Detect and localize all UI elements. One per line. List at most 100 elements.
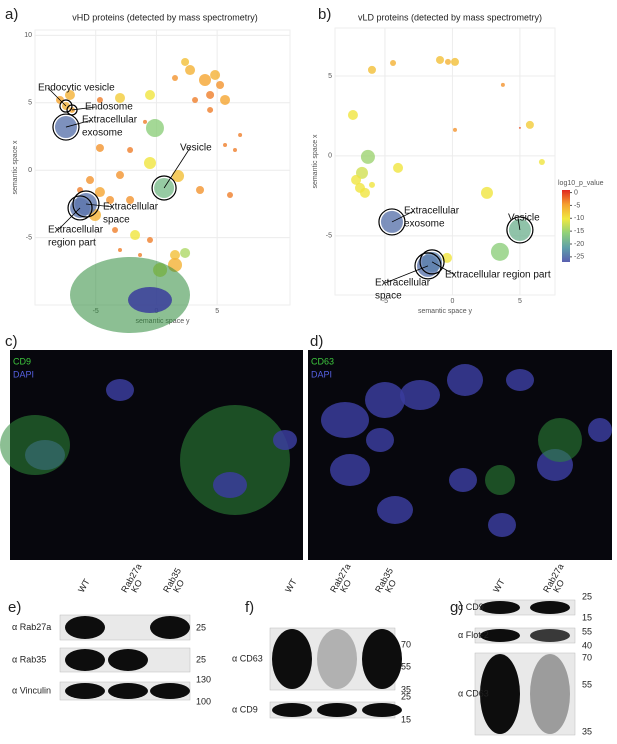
- nucleus: [366, 428, 394, 452]
- mw-marker: 40: [582, 640, 592, 650]
- highlight-ring: [67, 195, 93, 221]
- mw-marker: 100: [196, 696, 211, 706]
- annotation: Vesicle: [180, 143, 212, 154]
- point: [192, 96, 199, 103]
- band: [362, 703, 402, 717]
- nucleus: [400, 380, 440, 410]
- point: [367, 65, 376, 74]
- y-tick-label: 5: [328, 73, 332, 80]
- point: [146, 237, 153, 244]
- point: [96, 96, 103, 103]
- point: [227, 192, 234, 198]
- lane-label: WT: [491, 577, 507, 595]
- point: [118, 248, 122, 252]
- highlight-ring: [52, 113, 80, 141]
- antibody-label: α CD63: [232, 653, 263, 663]
- point: [143, 119, 148, 124]
- colorbar-label: -20: [574, 241, 584, 248]
- band: [480, 601, 520, 614]
- colorbar-label: -5: [574, 202, 580, 209]
- channel-label: DAPI: [13, 369, 34, 379]
- annotation: Endosome: [85, 102, 133, 113]
- nucleus: [273, 430, 297, 450]
- point: [199, 74, 211, 87]
- colorbar-label: -15: [574, 228, 584, 235]
- mw-marker: 70: [401, 639, 411, 649]
- point: [390, 60, 397, 67]
- x-axis-label: semantic space y: [418, 308, 473, 315]
- point: [95, 143, 104, 152]
- leader-line: [391, 210, 415, 223]
- annotation: Extracellular: [48, 225, 104, 236]
- antibody-label: α CD63: [458, 688, 489, 698]
- point: [180, 247, 191, 258]
- point: [138, 252, 143, 257]
- nucleus: [506, 369, 534, 391]
- point: [436, 55, 445, 64]
- point: [181, 57, 190, 66]
- point: [143, 157, 156, 170]
- leader-line: [163, 147, 191, 189]
- antibody-label: α CD9: [232, 704, 258, 714]
- antibody-label: α CD9: [458, 602, 484, 612]
- colorbar-label: -10: [574, 215, 584, 222]
- point: [351, 174, 362, 185]
- y-tick-label: -5: [326, 233, 332, 240]
- annotation: Extracellular: [82, 115, 138, 126]
- annotation: space: [103, 215, 130, 226]
- x-tick-label: 0: [450, 298, 454, 305]
- antibody-label: α Flot-2: [458, 630, 489, 640]
- mw-marker: 25: [401, 691, 411, 701]
- point: [127, 146, 134, 153]
- mw-marker: 25: [196, 654, 206, 664]
- nucleus: [377, 496, 413, 524]
- point: [452, 127, 457, 132]
- antibody-label: α Rab27a: [12, 622, 51, 632]
- point: [144, 89, 155, 100]
- nucleus: [488, 513, 516, 537]
- band: [150, 683, 190, 699]
- panel-label: a): [5, 6, 18, 23]
- nucleus: [330, 454, 370, 486]
- point: [172, 74, 179, 81]
- y-axis-label: semantic space x: [312, 134, 319, 189]
- point: [115, 92, 125, 103]
- band: [108, 649, 148, 671]
- point: [525, 120, 534, 129]
- point: [518, 126, 521, 129]
- x-tick-label: -5: [382, 298, 388, 305]
- mw-marker: 55: [401, 661, 411, 671]
- panel-label: d): [310, 333, 323, 350]
- band: [65, 649, 105, 671]
- point: [210, 70, 221, 81]
- chart-title: vLD proteins (detected by mass spectrome…: [358, 12, 542, 22]
- nucleus: [321, 402, 369, 438]
- mw-marker: 55: [582, 679, 592, 689]
- chart-title: vHD proteins (detected by mass spectrome…: [72, 12, 258, 22]
- point: [94, 187, 105, 198]
- point: [64, 89, 75, 100]
- nucleus: [106, 379, 134, 401]
- band: [317, 629, 357, 689]
- x-tick-label: 5: [518, 298, 522, 305]
- highlight-ring: [72, 190, 100, 218]
- annotation: Extracellular: [404, 206, 460, 217]
- mw-marker: 35: [582, 726, 592, 736]
- annotation: exosome: [82, 128, 123, 139]
- panel-label: f): [245, 599, 254, 616]
- colorbar-label: -25: [574, 254, 584, 261]
- point: [393, 162, 404, 173]
- annotation: region part: [48, 238, 96, 249]
- point: [172, 169, 185, 182]
- x-tick-label: 5: [215, 308, 219, 315]
- colorbar-label: 0: [574, 189, 578, 196]
- annotation: exosome: [404, 219, 445, 230]
- mw-marker: 15: [401, 714, 411, 724]
- y-tick-label: 5: [28, 100, 32, 107]
- nucleus: [213, 472, 247, 498]
- leader-line: [85, 203, 114, 208]
- cell-stain: [538, 418, 582, 462]
- point: [86, 176, 95, 185]
- cell-stain: [485, 465, 515, 495]
